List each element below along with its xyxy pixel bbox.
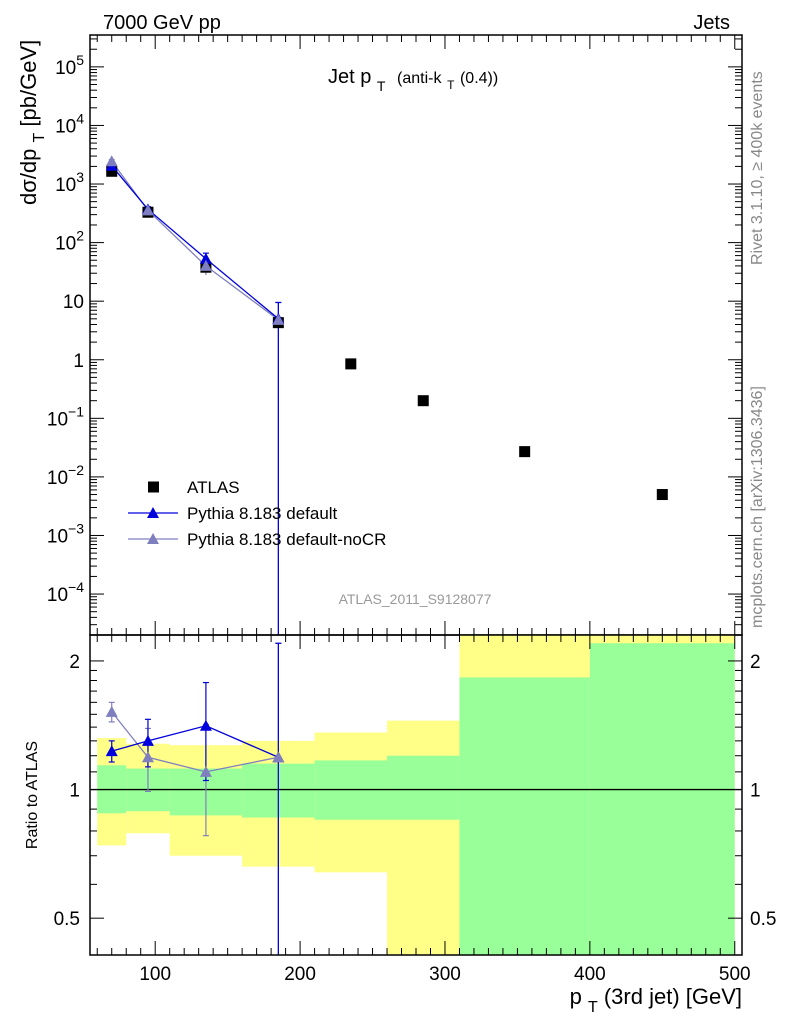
ratio-line-1 — [111, 711, 279, 773]
legend: ATLAS Pythia 8.183 default Pythia 8.183 de… — [128, 478, 386, 549]
ratio-panel-series — [105, 642, 285, 955]
y-tick-label: 104 — [55, 110, 84, 137]
ratio-line-0 — [111, 725, 279, 758]
legend-marker-triangle — [147, 507, 159, 518]
main-panel-series — [105, 155, 668, 635]
series-line-2 — [111, 160, 279, 321]
x-tick-label: 300 — [429, 964, 461, 985]
ratio-point-0 — [141, 734, 154, 746]
xlabel-main-text: p — [570, 984, 582, 1009]
y-tick-exponent: 4 — [76, 110, 84, 126]
ratio-y-tick-label-right: 0.5 — [750, 909, 776, 930]
analysis-id-label: ATLAS_2011_S9128077 — [339, 591, 492, 607]
rivet-version-label: Rivet 3.1.10, ≥ 400k events — [749, 71, 766, 265]
y-tick-base: 10 — [47, 585, 68, 606]
y-tick-exponent: 3 — [76, 169, 84, 185]
y-tick-exponent: −4 — [68, 579, 84, 595]
data-point-atlas — [519, 446, 531, 458]
x-tick-label: 200 — [284, 964, 316, 985]
legend-label: Pythia 8.183 default-noCR — [187, 530, 386, 549]
mc-point-2 — [199, 259, 212, 271]
ratio-y-tick-label-right: 1 — [750, 781, 761, 802]
title-main-text: Jet p — [328, 66, 371, 88]
main-plot-title: Jet p T (anti-k T (0.4)) — [328, 66, 498, 96]
main-y-axis-label: dσ/dp T [pb/GeV] — [16, 40, 49, 205]
ratio-point-0 — [105, 745, 118, 757]
xlabel-rest-text: (3rd jet) [GeV] — [604, 984, 742, 1009]
y-tick-base: 10 — [63, 292, 84, 313]
xlabel-subscript: T — [588, 999, 598, 1016]
x-axis-label: p T (3rd jet) [GeV] — [570, 984, 742, 1017]
ratio-y-axis-label: Ratio to ATLAS — [24, 741, 41, 849]
ratio-y-tick-label-left: 0.5 — [54, 909, 80, 930]
y-tick-base: 10 — [55, 175, 76, 196]
data-point-atlas — [656, 489, 668, 501]
band-inner — [387, 755, 460, 820]
mc-point-2 — [141, 204, 154, 216]
legend-marker-triangle — [147, 533, 159, 544]
ratio-y-tick-label-left: 1 — [69, 781, 80, 802]
ylabel-main-text: dσ/dp — [16, 149, 41, 205]
x-tick-label: 400 — [574, 964, 606, 985]
y-tick-label: 1 — [73, 351, 84, 372]
y-tick-exponent: −2 — [68, 462, 84, 478]
mcplots-reference-label: mcplots.cern.ch [arXiv:1306.3436] — [749, 386, 766, 628]
ratio-point-1 — [272, 751, 285, 763]
ratio-point-1 — [105, 705, 118, 717]
y-tick-exponent: −3 — [68, 520, 84, 536]
y-tick-label: 103 — [55, 169, 84, 196]
y-tick-label: 102 — [55, 228, 84, 255]
title-main-subscript: T — [377, 78, 386, 94]
title-extra-end: (0.4)) — [460, 70, 498, 87]
mc-point-2 — [105, 155, 118, 167]
y-tick-label: 10−1 — [47, 403, 84, 430]
mc-point-2 — [272, 313, 285, 325]
y-tick-base: 1 — [73, 351, 84, 372]
ylabel-subscript: T — [31, 132, 48, 142]
y-tick-base: 10 — [55, 116, 76, 137]
y-tick-label: 105 — [55, 52, 84, 79]
y-tick-exponent: 2 — [76, 228, 84, 244]
y-tick-label: 10 — [63, 292, 84, 313]
ratio-point-1 — [141, 751, 154, 763]
ratio-panel-ticks: 0.5 0.5 1 1 2 2 100 200 300 400 500 — [54, 635, 776, 985]
y-tick-label: 10−4 — [47, 579, 84, 606]
data-point-atlas — [345, 358, 357, 370]
series-line-1 — [111, 165, 279, 320]
legend-label: ATLAS — [187, 478, 240, 497]
y-tick-base: 10 — [47, 468, 68, 489]
y-tick-base: 10 — [55, 234, 76, 255]
mc-point-1 — [199, 252, 212, 264]
data-point-atlas — [417, 395, 429, 407]
y-tick-base: 10 — [47, 409, 68, 430]
y-tick-label: 10−2 — [47, 462, 84, 489]
band-inner — [589, 643, 735, 955]
y-tick-base: 10 — [55, 58, 76, 79]
y-tick-label: 10−3 — [47, 520, 84, 547]
x-tick-label: 100 — [139, 964, 171, 985]
y-tick-base: 10 — [47, 526, 68, 547]
ylabel-unit-text: [pb/GeV] — [16, 40, 41, 127]
ratio-point-0 — [199, 719, 212, 731]
ratio-y-tick-label-right: 2 — [750, 652, 761, 673]
collision-label: 7000 GeV pp — [103, 12, 221, 34]
data-point-atlas — [106, 165, 118, 177]
legend-label: Pythia 8.183 default — [187, 504, 338, 523]
observable-label: Jets — [693, 12, 730, 34]
x-tick-label: 500 — [719, 964, 751, 985]
y-tick-exponent: −1 — [68, 403, 84, 419]
ratio-uncertainty-bands — [90, 635, 742, 955]
y-tick-exponent: 5 — [76, 52, 84, 68]
title-extra-text: (anti-k — [397, 70, 442, 87]
title-extra-subscript: T — [447, 78, 455, 92]
ratio-point-1 — [199, 765, 212, 777]
legend-marker-square — [148, 481, 159, 493]
band-inner — [459, 677, 590, 955]
ratio-y-tick-label-left: 2 — [69, 652, 80, 673]
